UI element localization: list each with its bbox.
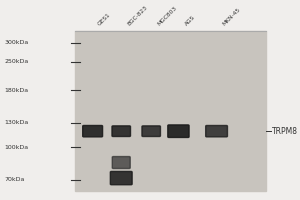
FancyBboxPatch shape [206,125,227,137]
Text: AGS: AGS [184,15,196,27]
Text: 70kDa: 70kDa [4,177,25,182]
Text: GES1: GES1 [97,12,111,27]
FancyBboxPatch shape [110,171,132,185]
Text: TRPM8: TRPM8 [272,127,298,136]
Text: MGC803: MGC803 [156,5,177,27]
Text: 130kDa: 130kDa [4,120,28,125]
Text: 250kDa: 250kDa [4,59,28,64]
FancyBboxPatch shape [112,126,130,137]
FancyBboxPatch shape [142,126,161,137]
FancyBboxPatch shape [112,157,130,169]
Text: 180kDa: 180kDa [4,88,28,93]
Text: BGC-823: BGC-823 [126,5,148,27]
FancyBboxPatch shape [168,125,189,137]
Text: 100kDa: 100kDa [4,145,28,150]
Text: 300kDa: 300kDa [4,40,28,45]
Bar [75,31,266,191]
Text: MKN-45: MKN-45 [222,7,242,27]
FancyBboxPatch shape [83,125,103,137]
